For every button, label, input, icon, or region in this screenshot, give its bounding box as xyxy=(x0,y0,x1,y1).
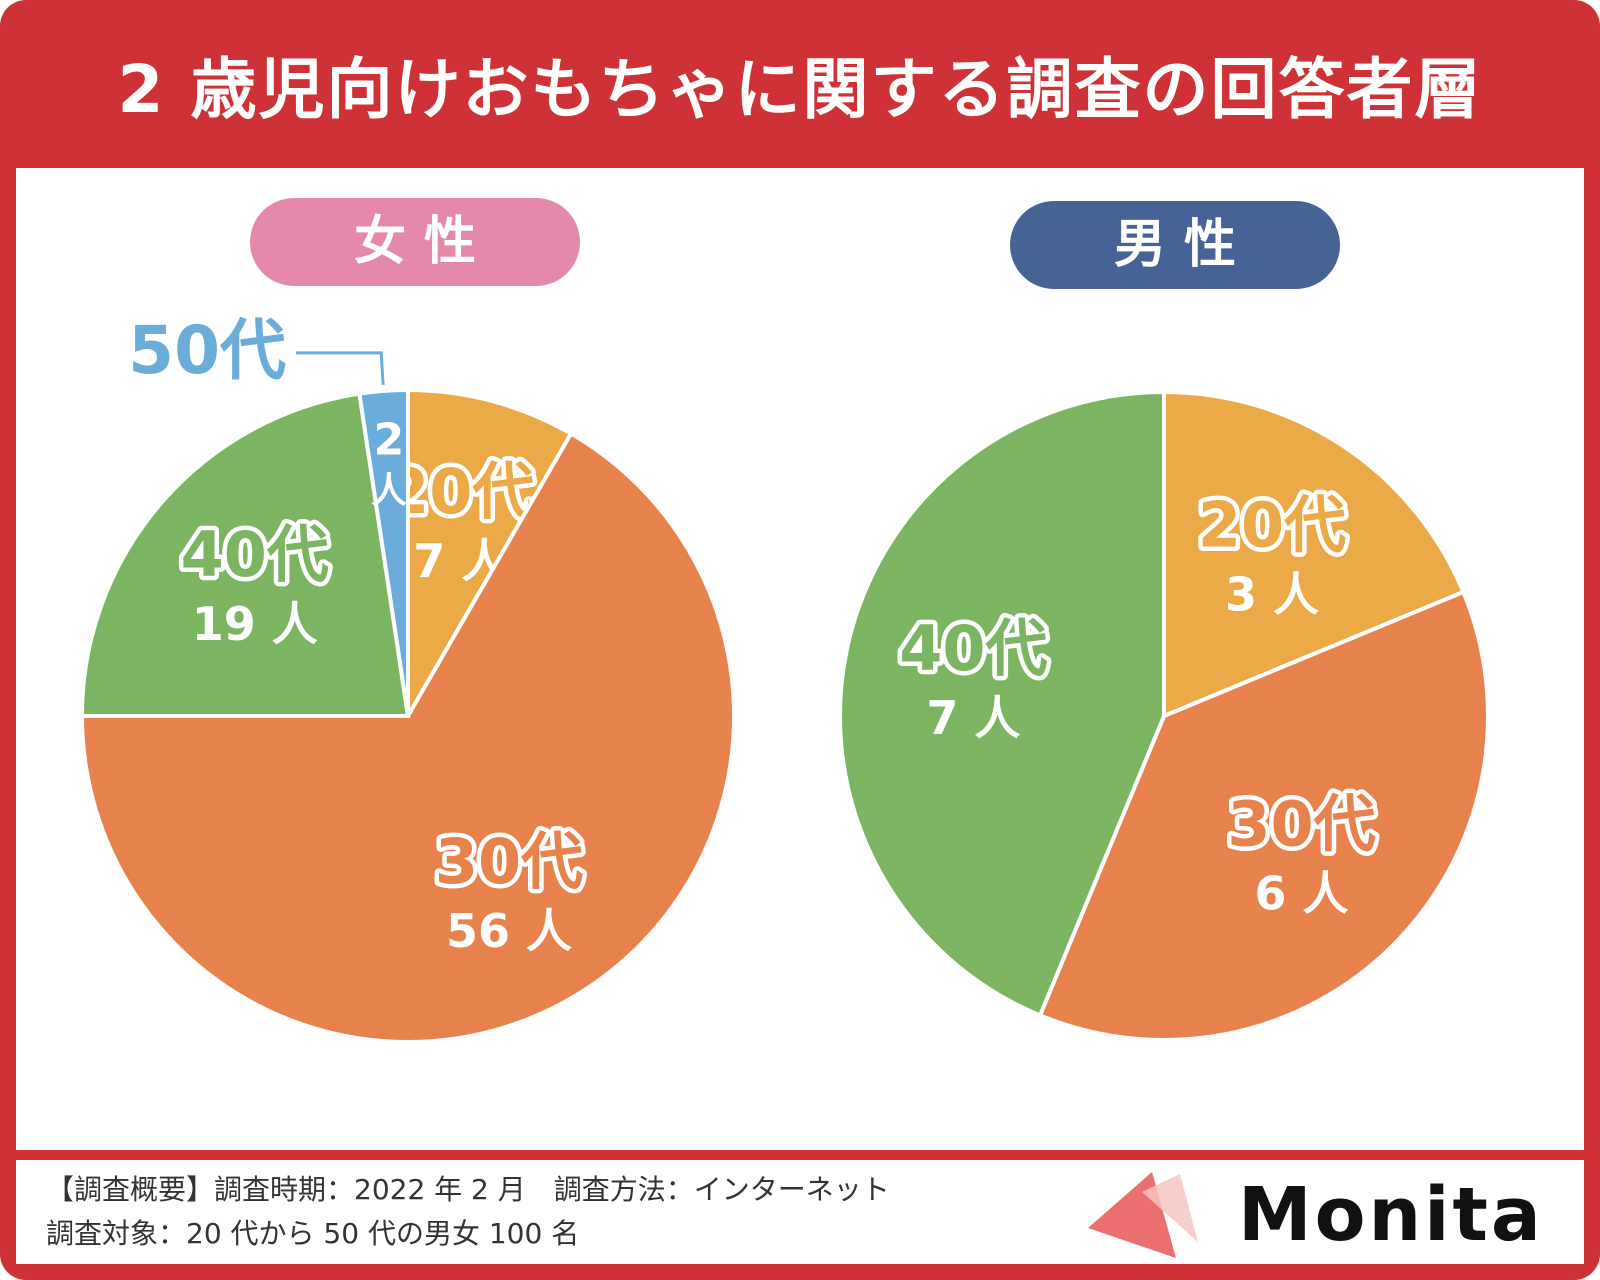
female-pill-bg xyxy=(250,198,580,286)
monita-logo: Monita xyxy=(1088,1168,1568,1264)
footer: 【調査概要】調査時期：2022 年 2 月 調査方法：インターネット 調査対象：… xyxy=(16,1160,1584,1264)
female-pill-label: 女 性 xyxy=(354,212,476,272)
male-label-20s: 20代 xyxy=(1198,488,1346,561)
female-leader-50s xyxy=(296,351,385,386)
male-pill-bg xyxy=(1010,201,1340,289)
female-label-40s: 40代 xyxy=(181,518,329,591)
female-count-unit-50s: 人 xyxy=(371,470,407,511)
female-slice-40s xyxy=(79,391,411,718)
male-slice-40s xyxy=(838,389,1166,1018)
logo-text: Monita xyxy=(1238,1172,1544,1258)
male-title-pill: 男 性 xyxy=(1010,201,1340,289)
female-label-30s: 30代 xyxy=(435,825,583,898)
female-slice-20s xyxy=(406,387,574,724)
female-label-50s: 50代 xyxy=(128,312,286,389)
male-pill-label: 男 性 xyxy=(1114,215,1236,275)
survey-note-line2: 調査対象：20 代から 50 代の男女 100 名 xyxy=(46,1217,580,1250)
female-count-40s: 19 人 xyxy=(192,597,318,651)
chart-panel: 女 性 男 性 20代 7 人 30代 56 人 40代 19 人 2 人 50代 20代 3 人… xyxy=(16,168,1584,1150)
female-count-50s: 2 xyxy=(374,414,405,465)
female-title-pill: 女 性 xyxy=(250,198,580,286)
male-count-40s: 7 人 xyxy=(926,691,1020,745)
male-slice-20s xyxy=(1162,389,1466,719)
male-count-30s: 6 人 xyxy=(1254,866,1348,920)
page-title: 2 歳児向けおもちゃに関する調査の回答者層 xyxy=(117,51,1483,128)
male-label-30s: 30代 xyxy=(1227,787,1375,860)
female-count-30s: 56 人 xyxy=(446,904,572,958)
male-pie: 20代 3 人 30代 6 人 40代 7 人 xyxy=(838,389,1490,1042)
female-slice-50s xyxy=(357,387,410,717)
male-slice-30s xyxy=(1037,589,1490,1042)
male-count-20s: 3 人 xyxy=(1225,567,1319,621)
charts-svg: 女 性 男 性 20代 7 人 30代 56 人 40代 19 人 2 人 50代 20代 3 人… xyxy=(79,198,1490,1044)
survey-note-line1: 【調査概要】調査時期：2022 年 2 月 調査方法：インターネット xyxy=(46,1173,890,1206)
male-label-40s: 40代 xyxy=(899,612,1047,685)
logo-triangle-icon xyxy=(1088,1172,1198,1258)
female-slice-30s xyxy=(79,430,736,1044)
